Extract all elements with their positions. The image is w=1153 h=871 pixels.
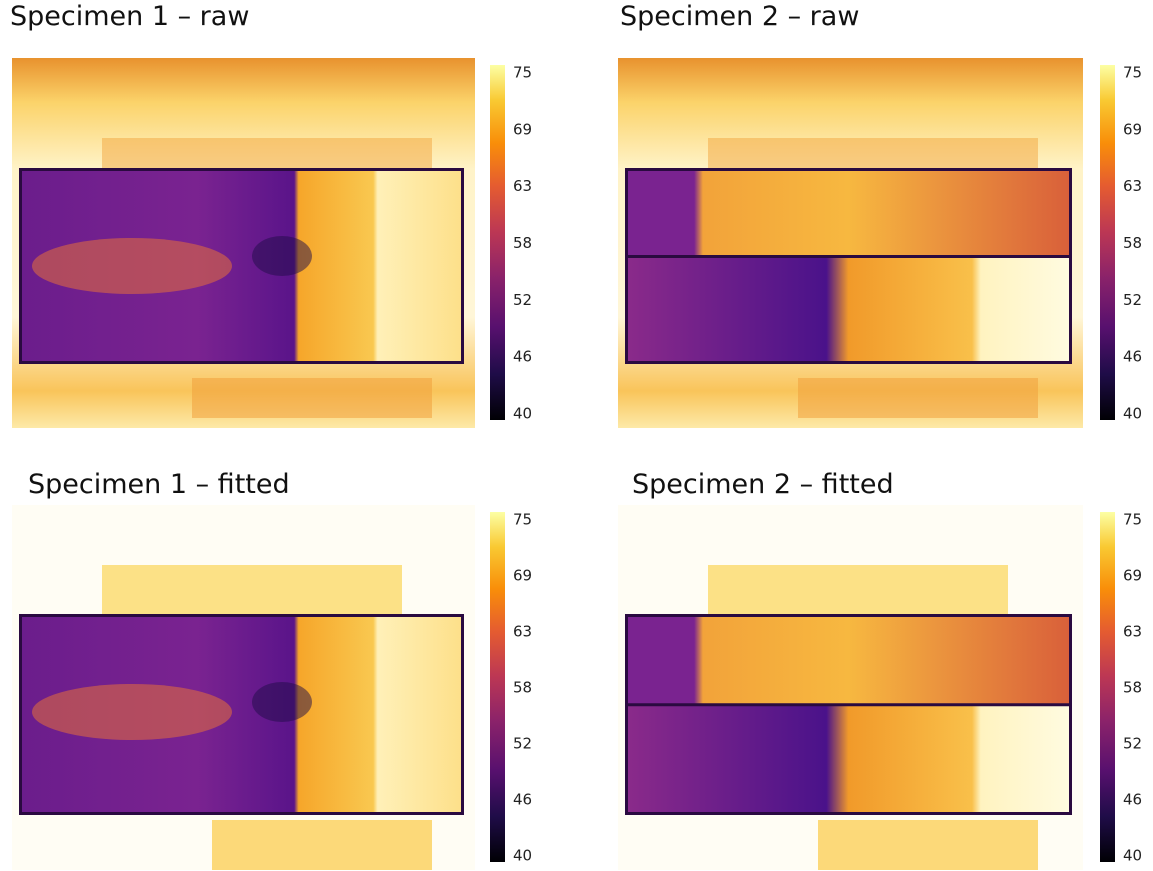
colorbar-tick-label: 40 <box>1123 847 1142 865</box>
colorbar-tick-label: 40 <box>1123 405 1142 423</box>
panel-title: Specimen 2 – raw <box>620 1 859 32</box>
fiber-band <box>708 565 1008 615</box>
colorbar-tick-label: 63 <box>1123 623 1142 641</box>
colorbar-tick-label: 58 <box>1123 234 1142 252</box>
cold-zone <box>252 236 312 276</box>
fiber-band <box>708 138 1038 168</box>
panel-title: Specimen 1 – fitted <box>28 469 290 500</box>
colorbar-tick-label: 63 <box>1123 177 1142 195</box>
colorbar-tick-label: 40 <box>513 847 532 865</box>
colorbar-tick-label: 40 <box>513 405 532 423</box>
plate-lower <box>628 256 1069 361</box>
colorbar-tick-label: 58 <box>513 234 532 252</box>
colorbar-tick-label: 58 <box>513 679 532 697</box>
colorbar-tick-label: 58 <box>1123 679 1142 697</box>
colorbar <box>490 512 505 862</box>
cold-zone <box>252 682 312 722</box>
colorbar-tick-label: 46 <box>1123 791 1142 809</box>
colorbar-tick-label: 75 <box>1123 511 1142 529</box>
fiber-band <box>102 138 432 168</box>
colorbar-tick-label: 69 <box>513 120 532 138</box>
colorbar-tick-label: 52 <box>513 735 532 753</box>
colorbar-tick-label: 52 <box>1123 735 1142 753</box>
colorbar-tick-label: 63 <box>513 623 532 641</box>
colorbar-tick-label: 75 <box>513 511 532 529</box>
colorbar-tick-label: 46 <box>513 348 532 366</box>
colorbar-tick-label: 52 <box>513 291 532 309</box>
fiber-band <box>102 565 402 615</box>
colorbar-tick-label: 75 <box>513 64 532 82</box>
fiber-band <box>818 820 1038 870</box>
colorbar-tick-label: 63 <box>513 177 532 195</box>
panel-title: Specimen 2 – fitted <box>632 469 894 500</box>
colorbar <box>490 65 505 420</box>
hot-zone <box>32 684 232 740</box>
fiber-band <box>192 378 432 418</box>
colorbar-tick-label: 69 <box>513 567 532 585</box>
colorbar <box>1100 512 1115 862</box>
colorbar-tick-label: 46 <box>513 791 532 809</box>
colorbar <box>1100 65 1115 420</box>
colorbar-tick-label: 46 <box>1123 348 1142 366</box>
colorbar-tick-label: 69 <box>1123 120 1142 138</box>
colorbar-tick-label: 52 <box>1123 291 1142 309</box>
hot-zone <box>32 238 232 294</box>
plate-upper <box>628 617 1069 705</box>
fiber-band <box>798 378 1038 418</box>
fiber-band <box>212 820 432 870</box>
colorbar-tick-label: 69 <box>1123 567 1142 585</box>
plate-lower <box>628 704 1069 812</box>
colorbar-tick-label: 75 <box>1123 64 1142 82</box>
panel-title: Specimen 1 – raw <box>10 1 249 32</box>
plate-upper <box>628 171 1069 257</box>
